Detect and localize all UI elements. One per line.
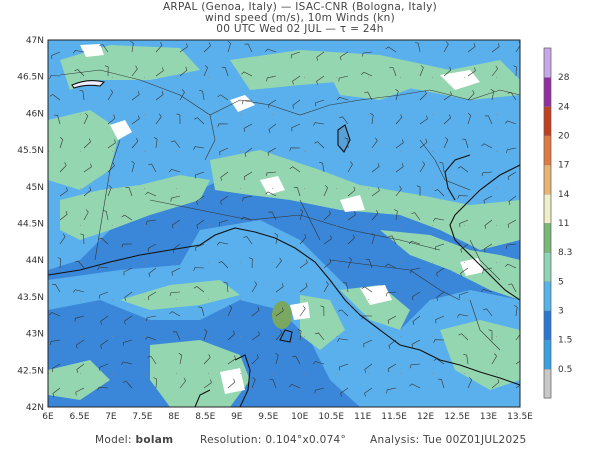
latitude-tick-label: 43.5N [17, 293, 44, 303]
title-line-1: ARPAL (Genoa, Italy) — ISAC-CNR (Bologna… [162, 1, 438, 13]
latitude-tick-label: 45N [26, 183, 44, 193]
grid-dots [48, 40, 520, 407]
model-label: Model: [95, 434, 132, 446]
title-line-2: wind speed (m/s), 10m Winds (kn) [205, 12, 395, 24]
wind-speed-field [48, 40, 520, 407]
colorbar-swatch [543, 47, 552, 78]
analysis-label: Analysis: [370, 434, 420, 446]
longitude-tick-label: 11.5E [381, 412, 407, 422]
colorbar: 0.5 1.5 3 5 8.3 11 14 17 20 24 28 [543, 47, 572, 399]
colorbar-label: 1.5 [558, 336, 572, 346]
analysis-value: Tue 00Z01JUL2025 [423, 434, 527, 446]
colorbar-label: 5 [558, 277, 564, 287]
colorbar-label: 17 [558, 161, 569, 171]
longitude-tick-label: 10E [291, 412, 308, 422]
colorbar-frame [543, 47, 552, 399]
longitude-tick-label: 6E [42, 412, 54, 422]
colorbar-swatch [543, 106, 552, 136]
longitude-tick-label: 7E [105, 412, 117, 422]
colorbar-label: 3 [558, 307, 564, 317]
plot-frame [47, 39, 521, 408]
latitude-tick-label: 47N [26, 36, 44, 46]
latitude-axis: 47N 46.5N 46N 45.5N 45N 44.5N 44N 43.5N 43N 42.5N… [17, 36, 44, 413]
footer-model: Model: bolam [95, 434, 173, 446]
colorbar-swatch [543, 252, 552, 282]
longitude-tick-label: 12.5E [444, 412, 470, 422]
footer-resolution: Resolution: 0.104°x0.074° [200, 434, 346, 446]
colorbar-swatch [543, 339, 552, 370]
resolution-label: Resolution: [200, 434, 262, 446]
longitude-tick-label: 6.5E [70, 412, 90, 422]
colorbar-label: 20 [558, 132, 570, 142]
longitude-tick-label: 9E [231, 412, 243, 422]
colorbar-label: 11 [558, 219, 569, 229]
longitude-tick-label: 10.5E [318, 412, 344, 422]
longitude-tick-label: 8E [168, 412, 180, 422]
model-value: bolam [135, 434, 174, 446]
latitude-tick-label: 46.5N [17, 73, 44, 83]
latitude-tick-label: 46N [26, 109, 44, 119]
colorbar-label: 0.5 [558, 365, 572, 375]
latitude-tick-label: 42.5N [17, 366, 44, 376]
longitude-axis: 6E 6.5E 7E 7.5E 8E 8.5E 9E 9.5E 10E 10.5E 11E 11.5E… [42, 412, 533, 422]
colorbar-label: 8.3 [558, 248, 572, 258]
latitude-tick-label: 44.5N [17, 220, 44, 230]
colorbar-swatch [543, 310, 552, 341]
longitude-tick-label: 11E [354, 412, 371, 422]
longitude-tick-label: 12E [417, 412, 434, 422]
colorbar-swatch [543, 222, 552, 253]
latitude-tick-label: 43N [26, 330, 44, 340]
longitude-tick-label: 9.5E [258, 412, 278, 422]
colorbar-label: 14 [558, 190, 570, 200]
colorbar-swatch [543, 135, 552, 166]
resolution-value: 0.104°x0.074° [265, 434, 347, 446]
longitude-tick-label: 13E [480, 412, 497, 422]
longitude-tick-label: 13.5E [507, 412, 533, 422]
latitude-tick-label: 45.5N [17, 146, 44, 156]
longitude-tick-label: 8.5E [195, 412, 215, 422]
colorbar-swatch [543, 77, 552, 107]
longitude-tick-label: 7.5E [132, 412, 152, 422]
colorbar-swatch [543, 281, 552, 311]
colorbar-label: 28 [558, 73, 570, 83]
title-line-3: 00 UTC Wed 02 JUL — τ = 24h [216, 23, 384, 35]
colorbar-swatch [543, 164, 552, 195]
footer-analysis: Analysis: Tue 00Z01JUL2025 [370, 434, 526, 446]
colorbar-label: 24 [558, 102, 570, 112]
colorbar-swatch [543, 193, 552, 224]
latitude-tick-label: 42N [26, 403, 44, 413]
colorbar-swatch [543, 368, 552, 399]
latitude-tick-label: 44N [26, 256, 44, 266]
